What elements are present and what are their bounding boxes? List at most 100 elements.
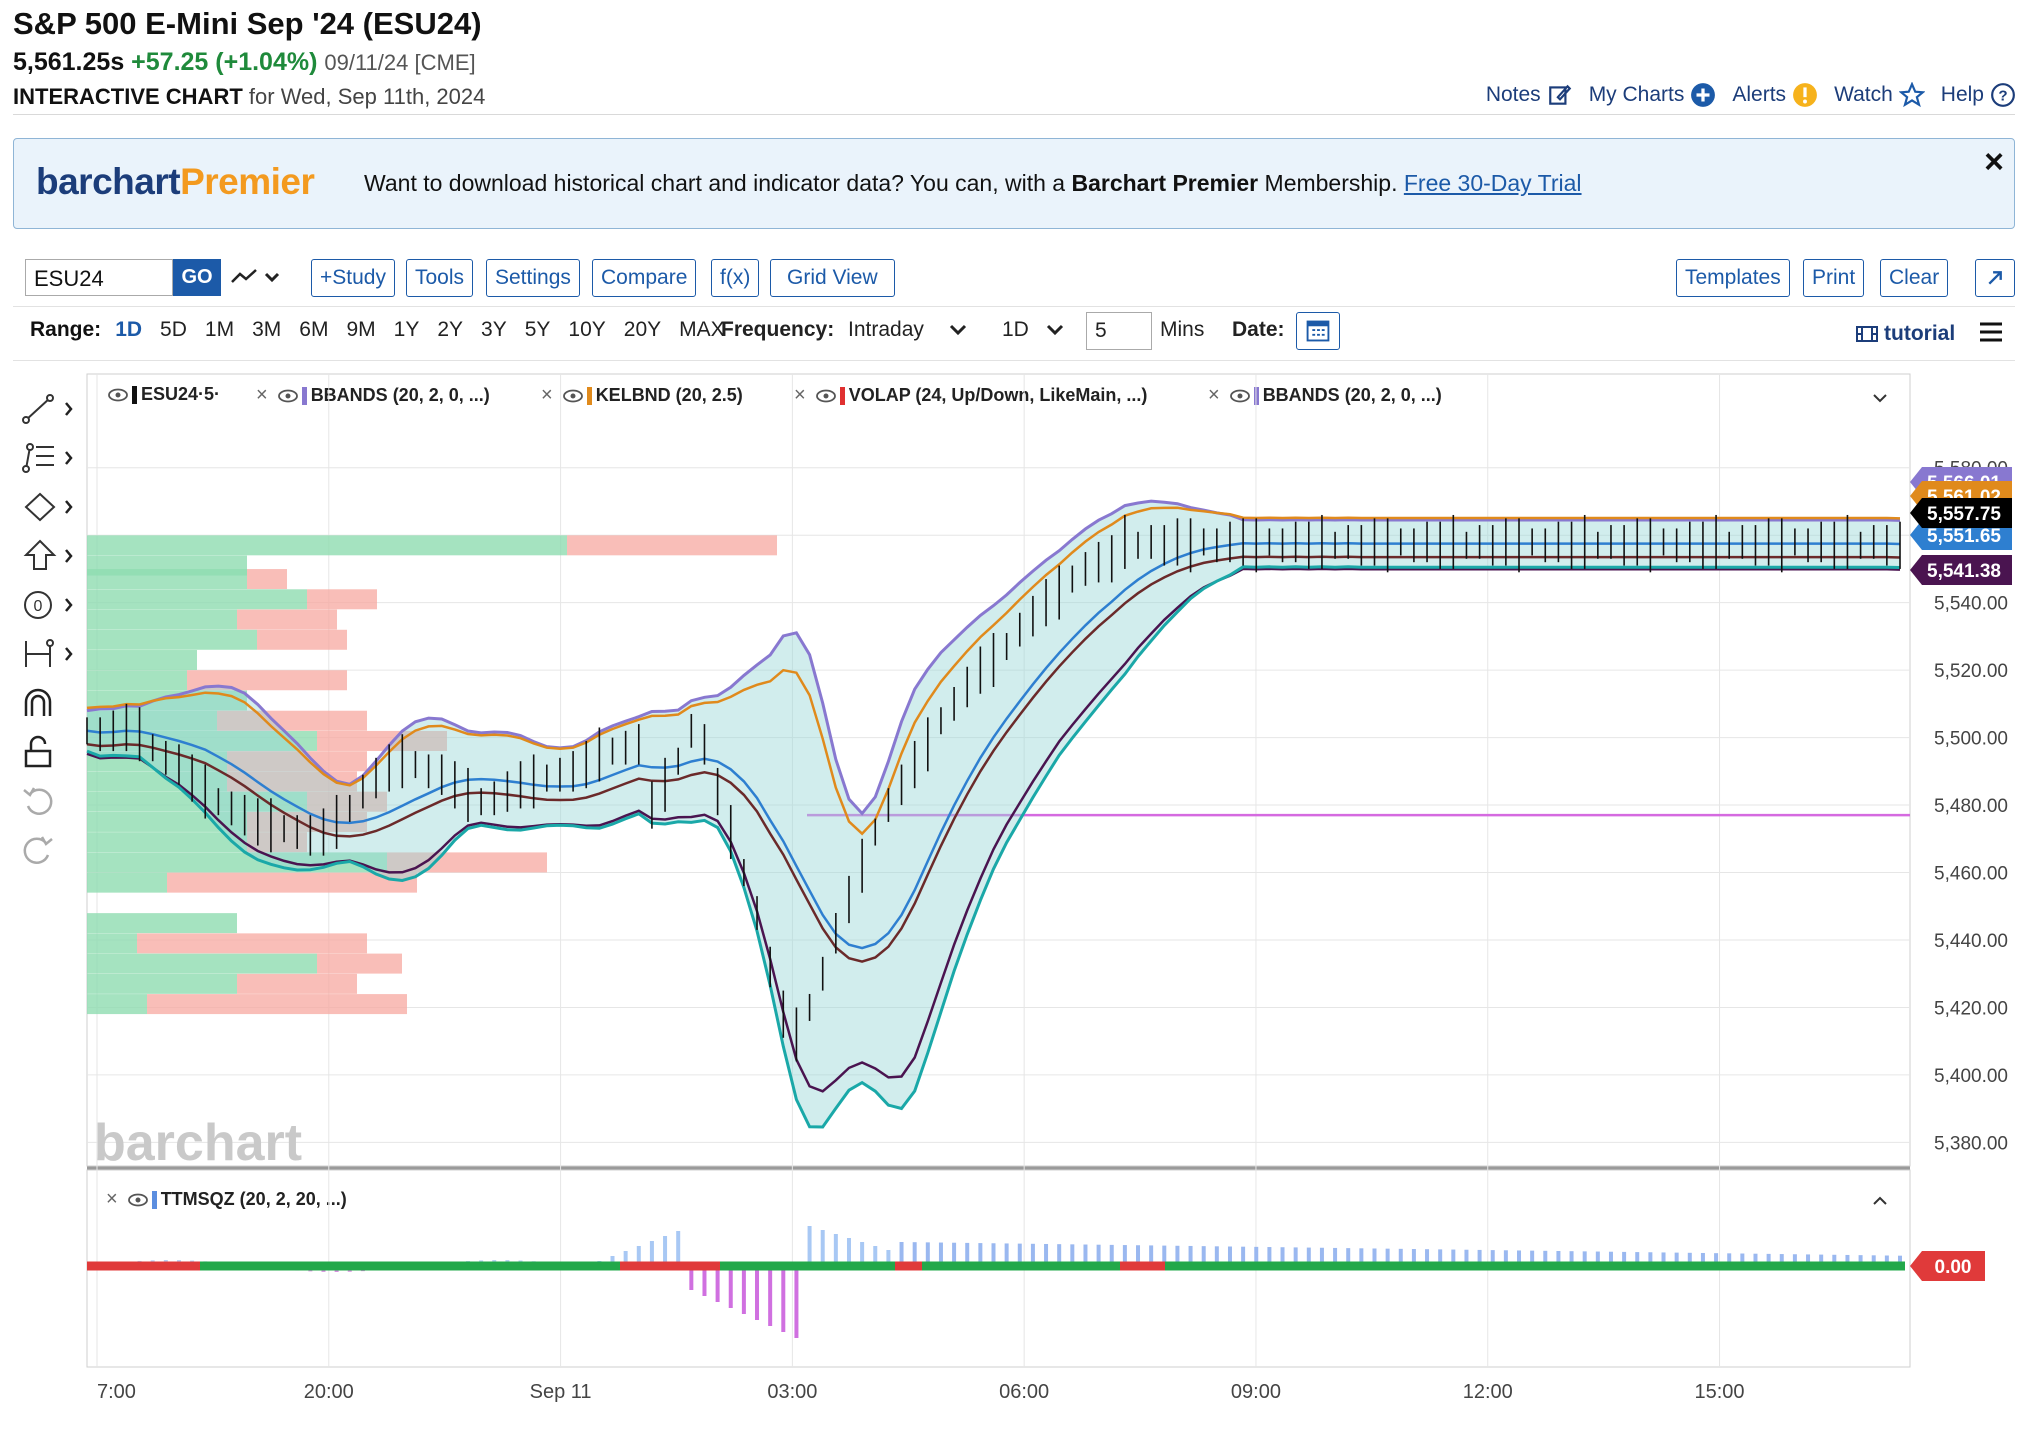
measure-tool-icon[interactable] bbox=[20, 635, 80, 673]
shape-tool-icon[interactable] bbox=[20, 488, 80, 526]
alerts-link[interactable]: Alerts bbox=[1732, 82, 1818, 108]
close-icon[interactable]: × bbox=[541, 384, 553, 406]
eye-icon[interactable] bbox=[108, 388, 128, 402]
settings-button[interactable]: Settings bbox=[486, 259, 580, 297]
ttm-histogram-bar bbox=[1714, 1253, 1719, 1266]
mins-input[interactable]: 5 bbox=[1086, 312, 1152, 350]
eye-icon[interactable] bbox=[562, 389, 583, 403]
line-tool-icon[interactable] bbox=[20, 390, 80, 428]
chevron-down-icon[interactable] bbox=[1870, 390, 1890, 406]
ttm-histogram-bar bbox=[1070, 1244, 1075, 1266]
chevron-down-icon[interactable] bbox=[948, 322, 968, 338]
study-button[interactable]: +Study bbox=[311, 259, 395, 297]
frequency-dropdown[interactable]: Intraday bbox=[848, 318, 924, 341]
range-2y[interactable]: 2Y bbox=[437, 318, 464, 341]
notes-link[interactable]: Notes bbox=[1486, 82, 1573, 108]
range-9m[interactable]: 9M bbox=[346, 318, 376, 341]
legend-main[interactable]: ESU24·5· bbox=[108, 384, 220, 405]
magnet-icon[interactable] bbox=[20, 684, 80, 722]
clear-button[interactable]: Clear bbox=[1880, 259, 1949, 297]
fib-tool-icon[interactable] bbox=[20, 439, 80, 477]
range-5d[interactable]: 5D bbox=[160, 318, 187, 341]
vwap-line bbox=[86, 555, 1901, 963]
eye-icon[interactable] bbox=[1229, 389, 1250, 403]
chevron-up-icon[interactable] bbox=[1870, 1193, 1890, 1209]
go-button[interactable]: GO bbox=[173, 259, 221, 296]
range-6m[interactable]: 6M bbox=[299, 318, 329, 341]
tools-button[interactable]: Tools bbox=[406, 259, 474, 297]
ttm-histogram-bar bbox=[1858, 1255, 1863, 1266]
templates-button[interactable]: Templates bbox=[1676, 259, 1790, 297]
range-3m[interactable]: 3M bbox=[252, 318, 282, 341]
y-tick-label: 5,440.00 bbox=[1934, 931, 2008, 952]
close-icon[interactable]: × bbox=[1984, 143, 2004, 181]
undo-icon[interactable] bbox=[20, 782, 80, 820]
help-link[interactable]: Help ? bbox=[1941, 82, 2016, 108]
ttm-histogram-bar bbox=[1740, 1253, 1745, 1266]
ttm-histogram-bar bbox=[860, 1242, 865, 1266]
eye-icon[interactable] bbox=[815, 389, 836, 403]
legend-bbands1[interactable]: × BBANDS (20, 2, 0, ...) bbox=[256, 384, 490, 407]
chevron-down-icon[interactable] bbox=[1045, 322, 1065, 338]
legend-ttmsqz[interactable]: × TTMSQZ (20, 2, 20, ...) bbox=[106, 1188, 347, 1211]
ttm-histogram-bar bbox=[387, 1266, 392, 1270]
y-tick-label: 5,420.00 bbox=[1934, 998, 2008, 1019]
arrow-tool-icon[interactable] bbox=[20, 537, 80, 575]
header-links: Notes My Charts Alerts Watch Help ? bbox=[1486, 82, 2016, 108]
expand-button[interactable] bbox=[1975, 259, 2015, 297]
symbol-input[interactable]: ESU24 bbox=[25, 259, 173, 296]
ttm-histogram-bar bbox=[203, 1261, 208, 1266]
tutorial-link[interactable]: tutorial bbox=[1856, 322, 1955, 346]
text-tool-icon[interactable]: 0 bbox=[20, 586, 80, 624]
range-5y[interactable]: 5Y bbox=[524, 318, 551, 341]
legend-volap[interactable]: × VOLAP (24, Up/Down, LikeMain, ...) bbox=[794, 384, 1147, 407]
ttm-histogram-bar bbox=[1254, 1246, 1259, 1266]
x-tick-label: 20:00 bbox=[304, 1381, 354, 1403]
ttm-histogram-bar bbox=[1766, 1253, 1771, 1266]
close-icon[interactable]: × bbox=[106, 1188, 118, 1210]
date-picker-button[interactable] bbox=[1296, 312, 1340, 350]
lock-icon[interactable] bbox=[20, 733, 80, 771]
eye-icon[interactable] bbox=[127, 1193, 148, 1207]
ttm-histogram-bar bbox=[1004, 1243, 1009, 1266]
volume-profile-down bbox=[567, 535, 777, 556]
hamburger-menu-icon[interactable] bbox=[1978, 320, 2004, 344]
range-1d[interactable]: 1D bbox=[115, 318, 143, 341]
period-dropdown[interactable]: 1D bbox=[1002, 318, 1029, 341]
ttm-histogram-bar bbox=[282, 1266, 287, 1270]
range-20y[interactable]: 20Y bbox=[623, 318, 662, 341]
quote-line: 5,561.25s +57.25 (+1.04%) 09/11/24 [CME] bbox=[13, 48, 476, 77]
close-icon[interactable]: × bbox=[1208, 384, 1220, 406]
range-1y[interactable]: 1Y bbox=[393, 318, 420, 341]
my-charts-link[interactable]: My Charts bbox=[1589, 82, 1717, 108]
ttm-histogram-bar bbox=[1871, 1255, 1876, 1266]
range-max[interactable]: MAX bbox=[679, 318, 725, 341]
range-3y[interactable]: 3Y bbox=[481, 318, 507, 341]
chart-label: INTERACTIVE CHART bbox=[13, 84, 243, 109]
free-trial-link[interactable]: Free 30-Day Trial bbox=[1403, 170, 1582, 196]
volume-profile-down bbox=[227, 751, 367, 772]
ttm-histogram-bar bbox=[1333, 1247, 1338, 1266]
grid-view-button[interactable]: Grid View bbox=[770, 259, 895, 297]
ttm-histogram-bar bbox=[255, 1266, 260, 1267]
range-1m[interactable]: 1M bbox=[204, 318, 235, 341]
ttm-histogram-bar bbox=[1517, 1250, 1522, 1266]
legend-kelbnd[interactable]: × KELBND (20, 2.5) bbox=[541, 384, 743, 407]
close-icon[interactable]: × bbox=[256, 384, 268, 406]
compare-button[interactable]: Compare bbox=[592, 259, 697, 297]
fx-button[interactable]: f(x) bbox=[711, 259, 760, 297]
eye-icon[interactable] bbox=[277, 389, 298, 403]
close-icon[interactable]: × bbox=[794, 384, 806, 406]
ttm-histogram-bar bbox=[807, 1226, 812, 1266]
watch-link[interactable]: Watch bbox=[1834, 82, 1925, 108]
print-button[interactable]: Print bbox=[1803, 259, 1865, 297]
ttm-histogram-bar bbox=[242, 1265, 247, 1266]
legend-bbands2[interactable]: × BBANDS (20, 2, 0, ...) bbox=[1208, 384, 1442, 407]
redo-icon[interactable] bbox=[20, 831, 80, 869]
range-10y[interactable]: 10Y bbox=[568, 318, 606, 341]
chart-type-dropdown[interactable] bbox=[230, 262, 282, 292]
volume-profile-down bbox=[307, 589, 377, 610]
ttm-histogram-bar bbox=[1136, 1245, 1141, 1266]
ttm-histogram-bar bbox=[1898, 1255, 1902, 1266]
x-tick-label: 03:00 bbox=[767, 1381, 817, 1403]
